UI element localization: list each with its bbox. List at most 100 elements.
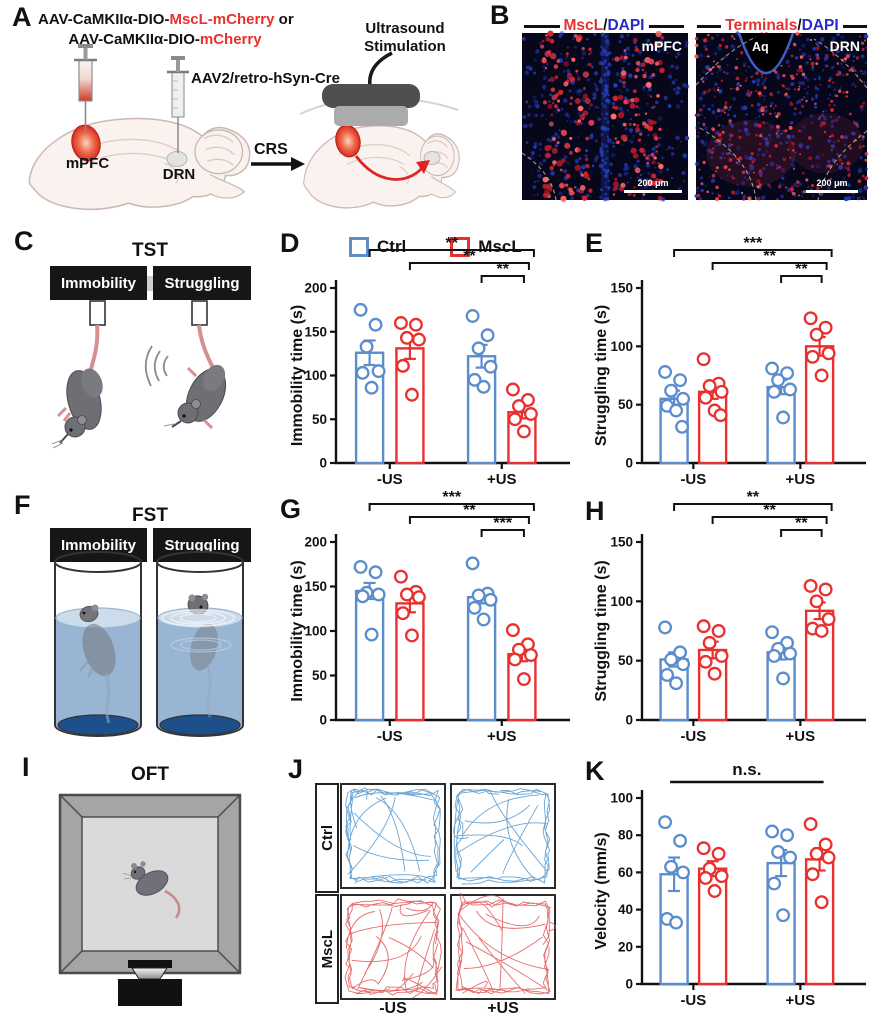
svg-text:***: *** — [442, 489, 461, 506]
scalebar-left: 200 μm — [624, 178, 682, 193]
svg-text:**: ** — [763, 248, 776, 265]
svg-text:100: 100 — [304, 368, 327, 383]
mpfc-micrograph — [521, 30, 690, 203]
svg-text:**: ** — [463, 248, 476, 265]
svg-text:200: 200 — [304, 281, 327, 296]
svg-text:-US: -US — [377, 728, 403, 745]
header-line — [697, 24, 722, 28]
svg-text:***: *** — [493, 515, 512, 532]
ctrl-legend-label: Ctrl — [377, 237, 407, 256]
retro-virus-label: AAV2/retro-hSyn-Cre — [191, 70, 340, 87]
svg-text:**: ** — [463, 502, 476, 519]
svg-text:Immobility time (s): Immobility time (s) — [289, 560, 306, 701]
crs-label: CRS — [254, 141, 288, 158]
drn-label: DRN — [162, 166, 196, 183]
svg-text:n.s.: n.s. — [732, 760, 761, 779]
panel-letter-h: H — [585, 496, 605, 526]
mpfc-label: mPFC — [65, 155, 110, 172]
svg-text:80: 80 — [618, 828, 633, 843]
tst-illustration — [51, 300, 227, 449]
mscl-legend-label: MscL — [478, 237, 522, 256]
slash: / — [797, 17, 802, 34]
virus-label-1-red: MscL-mCherry — [169, 11, 275, 28]
svg-text:0: 0 — [625, 713, 633, 728]
struggling-label-tst: Struggling — [153, 266, 251, 300]
svg-text:200: 200 — [304, 535, 327, 550]
svg-text:0: 0 — [319, 456, 327, 471]
panel-letter-i: I — [22, 752, 30, 782]
scalebar-line — [624, 190, 682, 193]
oft-illustration — [58, 793, 242, 1006]
box-connector — [147, 276, 153, 291]
svg-text:Immobility time (s): Immobility time (s) — [289, 305, 306, 446]
svg-text:100: 100 — [610, 339, 633, 354]
svg-text:100: 100 — [610, 594, 633, 609]
svg-text:-US: -US — [680, 471, 706, 488]
stain-blue-label: DAPI — [607, 17, 645, 34]
svg-text:+US: +US — [487, 471, 517, 488]
mpfc-region-label: mPFC — [641, 38, 682, 54]
track-mscl-us — [450, 892, 556, 1000]
ctrl-swatch — [349, 237, 369, 257]
track-trace — [453, 788, 551, 885]
legend-item-mscl: MscL — [450, 237, 522, 257]
svg-text:+US: +US — [786, 471, 816, 488]
svg-text:0: 0 — [625, 977, 633, 992]
track-col-label-nous: -US — [379, 1000, 407, 1017]
header-line — [648, 24, 685, 28]
svg-text:50: 50 — [312, 668, 327, 683]
track-row-label-mscl: MscL — [315, 894, 339, 1004]
injection-schematic — [28, 44, 460, 211]
scalebar-line — [806, 190, 858, 193]
scalebar-text: 200 μm — [637, 178, 669, 188]
panel-letter-a: A — [12, 2, 32, 32]
svg-text:**: ** — [497, 261, 510, 278]
panel-letter-g: G — [280, 494, 302, 524]
track-ctrl-nous — [340, 783, 446, 889]
stain-header-left: MscL / DAPI — [520, 17, 688, 35]
panel-letter-k: K — [585, 756, 605, 786]
svg-text:150: 150 — [610, 281, 633, 296]
svg-text:**: ** — [795, 261, 808, 278]
panel-letter-d: D — [280, 228, 300, 258]
header-line — [524, 24, 560, 28]
mscl-swatch — [450, 237, 471, 257]
svg-text:Velocity (mm/s): Velocity (mm/s) — [593, 832, 610, 949]
svg-text:-US: -US — [680, 992, 706, 1009]
svg-text:-US: -US — [377, 471, 403, 488]
svg-text:150: 150 — [304, 324, 327, 339]
panel-letter-e: E — [585, 228, 604, 258]
track-trace — [455, 892, 556, 995]
stain-red-label: Terminals — [725, 17, 798, 34]
svg-text:**: ** — [795, 515, 808, 532]
svg-text:+US: +US — [786, 992, 816, 1009]
ultrasound-label-2: Stimulation — [364, 38, 446, 55]
svg-text:**: ** — [747, 489, 760, 506]
svg-text:+US: +US — [487, 728, 517, 745]
panel-letter-j: J — [288, 754, 304, 784]
fst-illustration — [54, 551, 244, 737]
panel-letter-f: F — [14, 490, 31, 520]
virus-label-1: AAV-CaMKIIα-DIO-MscL-mCherry or — [38, 11, 294, 28]
svg-text:-US: -US — [680, 728, 706, 745]
track-mscl-nous — [340, 894, 446, 1000]
svg-text:0: 0 — [625, 456, 633, 471]
scalebar-right: 200 μm — [806, 178, 858, 193]
velocity-chart: 0 20 40 60 80 100 Velocity (mm/s) -US +US n.s. — [593, 760, 866, 1009]
aqueduct-label: Aq — [752, 40, 769, 54]
track-col-label-us: +US — [487, 1000, 519, 1017]
drn-region-label: DRN — [829, 38, 860, 54]
header-line — [842, 24, 867, 28]
virus-label-2-red: mCherry — [199, 31, 262, 48]
stain-header-right: Terminals / DAPI — [693, 17, 871, 35]
svg-text:150: 150 — [304, 579, 327, 594]
panel-letter-b: B — [490, 0, 510, 30]
svg-text:**: ** — [446, 235, 459, 252]
svg-text:50: 50 — [312, 412, 327, 427]
immobility-label-tst: Immobility — [50, 266, 147, 300]
virus-label-2: AAV-CaMKIIα-DIO-mCherry — [68, 31, 262, 48]
svg-text:20: 20 — [618, 939, 633, 954]
svg-text:+US: +US — [786, 728, 816, 745]
